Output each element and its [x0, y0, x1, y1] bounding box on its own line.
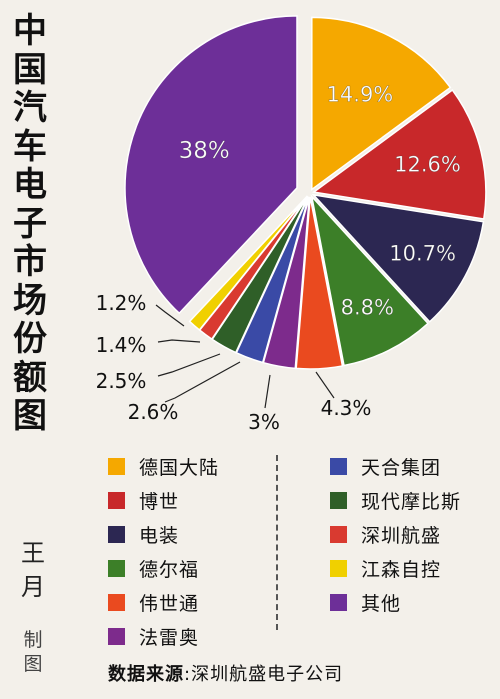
legend-swatch: [108, 491, 125, 509]
legend-item: 法雷奥: [108, 619, 278, 653]
pie-slices: [124, 15, 487, 370]
slice-label-10: 1.2%: [96, 291, 147, 315]
legend-label: 博世: [139, 490, 180, 513]
legend-item: 现代摩比斯: [330, 483, 500, 517]
legend-column-left: 德国大陆博世电装德尔福伟世通法雷奥: [108, 449, 278, 653]
slice-label-1: 14.9%: [327, 82, 394, 106]
legend-swatch: [108, 593, 125, 611]
legend-item: 天合集团: [330, 449, 500, 483]
legend-swatch: [330, 491, 347, 509]
pie-slice-2: [311, 89, 487, 220]
leader-line-9: [157, 339, 201, 343]
legend-label: 江森自控: [361, 558, 442, 581]
legend-item: 其他: [330, 585, 500, 619]
credit-label: 制图: [23, 629, 43, 675]
legend-swatch: [330, 559, 347, 577]
leader-line-5: [315, 371, 335, 399]
pie-slice-10: [188, 195, 308, 331]
legend-item: 伟世通: [108, 585, 278, 619]
pie-slice-4: [310, 194, 430, 367]
slice-label-9: 1.4%: [96, 333, 147, 357]
pie-slice-1: [311, 16, 452, 191]
slice-label-7: 2.6%: [128, 400, 179, 424]
leader-lines: [155, 304, 335, 409]
source-label: 数据来源: [108, 664, 184, 685]
legend-label: 德尔福: [139, 558, 200, 581]
chart-title: 中国汽车电子市场份额图: [13, 11, 47, 436]
source-separator: :: [184, 664, 192, 685]
legend-swatch: [330, 457, 347, 475]
pie-slice-5: [295, 196, 344, 370]
legend-item: 深圳航盛: [330, 517, 500, 551]
legend-item: 博世: [108, 483, 278, 517]
leader-line-7: [164, 361, 241, 403]
legend-item: 德尔福: [108, 551, 278, 585]
slice-label-6: 3%: [248, 410, 280, 434]
legend-label: 法雷奥: [139, 626, 200, 649]
legend-label: 德国大陆: [139, 456, 220, 479]
legend-label: 天合集团: [361, 456, 442, 479]
pie-chart: 14.9% 12.6% 10.7% 8.8% 4.3% 3% 2.6% 2.5% 1.4% 1.2…: [96, 15, 487, 434]
leader-line-6: [264, 374, 271, 409]
legend-column-right: 天合集团现代摩比斯深圳航盛江森自控其他: [330, 449, 500, 619]
slice-label-5: 4.3%: [321, 396, 372, 420]
legend-swatch: [108, 457, 125, 475]
legend-item: 电装: [108, 517, 278, 551]
author-name: 王月: [21, 539, 45, 601]
legend-label: 其他: [361, 592, 402, 615]
source-value: 深圳航盛电子公司: [191, 664, 344, 685]
pie-slice-11: [124, 15, 298, 315]
legend-swatch: [108, 559, 125, 577]
legend-swatch: [330, 525, 347, 543]
legend-label: 深圳航盛: [361, 524, 442, 547]
slice-label-3: 10.7%: [389, 242, 456, 266]
legend-label: 电装: [139, 524, 180, 547]
legend-item: 江森自控: [330, 551, 500, 585]
slice-labels: 14.9% 12.6% 10.7% 8.8% 4.3% 3% 2.6% 2.5% 1.4% 1.2…: [96, 82, 462, 434]
legend-label: 伟世通: [139, 592, 200, 615]
slice-label-8: 2.5%: [96, 369, 147, 393]
slice-label-11: 38%: [179, 138, 230, 164]
legend-swatch: [330, 593, 347, 611]
legend-swatch: [108, 627, 125, 645]
pie-slice-3: [311, 193, 485, 323]
legend-label: 现代摩比斯: [361, 490, 462, 513]
data-source: 数据来源:深圳航盛电子公司: [108, 660, 488, 686]
leader-line-10: [155, 304, 185, 327]
legend-item: 德国大陆: [108, 449, 278, 483]
slice-label-2: 12.6%: [394, 152, 461, 176]
legend-divider: [276, 455, 278, 630]
slice-label-4: 8.8%: [341, 295, 394, 319]
legend-swatch: [108, 525, 125, 543]
leader-line-8: [157, 353, 221, 377]
